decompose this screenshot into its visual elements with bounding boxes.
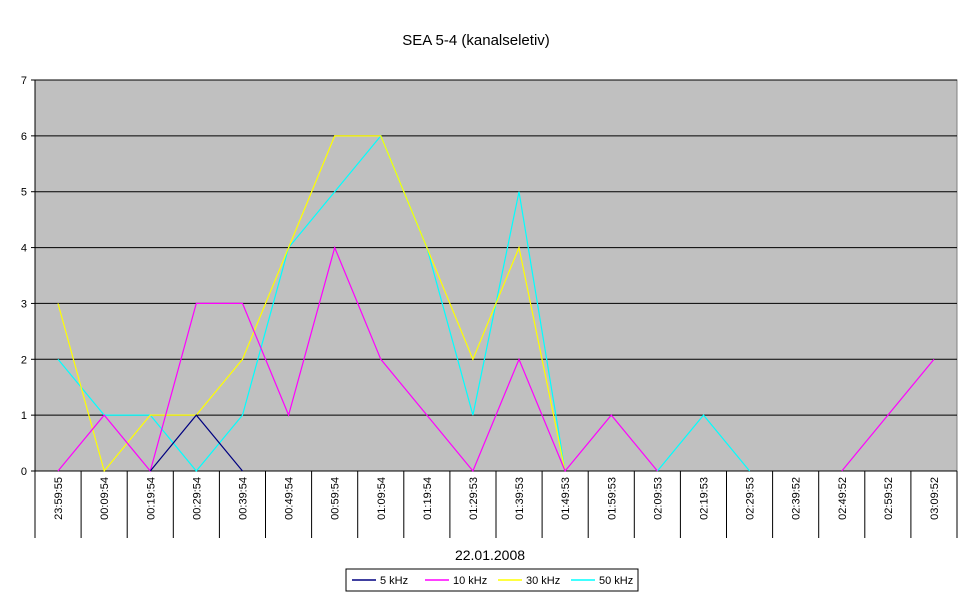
y-tick-label: 0: [21, 466, 27, 478]
y-tick-label: 6: [21, 131, 27, 143]
x-tick-label: 01:49:53: [560, 477, 572, 520]
plot-background: [34, 79, 958, 472]
x-tick-label: 01:19:54: [422, 477, 434, 520]
legend-entry: 10 kHz: [453, 575, 487, 587]
x-tick-label: 02:19:53: [698, 477, 710, 520]
x-tick-label: 02:09:53: [652, 477, 664, 520]
legend: 5 kHz 10 kHz 30 kHz 50 kHz: [345, 568, 639, 592]
chart-title: SEA 5-4 (kanalseletiv): [402, 32, 550, 49]
legend-entry: 5 kHz: [380, 575, 408, 587]
x-tick-label: 00:09:54: [99, 477, 111, 520]
x-axis-label: 22.01.2008: [455, 547, 525, 563]
x-tick-label: 23:59:55: [53, 477, 65, 520]
series-line-30-khz: [57, 135, 566, 473]
x-tick-label: 01:59:53: [606, 477, 618, 520]
x-tick-label: 01:29:53: [468, 477, 480, 520]
x-tick-label: 02:39:52: [791, 477, 803, 520]
plot-area: 0 1 2 3 4 5 6 7 23:59:55 00:09:54 00:19:54 00:29:54…: [21, 75, 958, 538]
x-tick-label: 03:09:52: [929, 477, 941, 520]
y-tick-label: 3: [21, 298, 27, 310]
series-line-50-khz: [57, 134, 751, 472]
series-line-10-khz: [57, 245, 935, 473]
x-tick-label: 02:59:52: [883, 477, 895, 520]
series-line-5-khz: [149, 414, 243, 472]
y-tick-label: 4: [21, 243, 27, 255]
y-tick-label: 7: [21, 75, 27, 87]
y-tick-label: 1: [21, 410, 27, 422]
x-tick-label: 02:49:52: [837, 477, 849, 520]
x-tick-label: 01:09:54: [376, 477, 388, 520]
x-tick-label: 02:29:53: [745, 477, 757, 520]
x-tick-label: 00:39:54: [237, 477, 249, 520]
x-tick-label: 00:19:54: [145, 477, 157, 520]
legend-entry: 50 kHz: [599, 575, 633, 587]
y-tick-label: 5: [21, 187, 27, 199]
y-tick-label: 2: [21, 354, 27, 366]
legend-entry: 30 kHz: [526, 575, 560, 587]
x-tick-label: 00:59:54: [330, 477, 342, 520]
x-tick-label: 01:39:53: [514, 477, 526, 520]
x-tick-label: 00:49:54: [284, 477, 296, 520]
x-tick-label: 00:29:54: [191, 477, 203, 520]
legend-box: [345, 568, 639, 592]
